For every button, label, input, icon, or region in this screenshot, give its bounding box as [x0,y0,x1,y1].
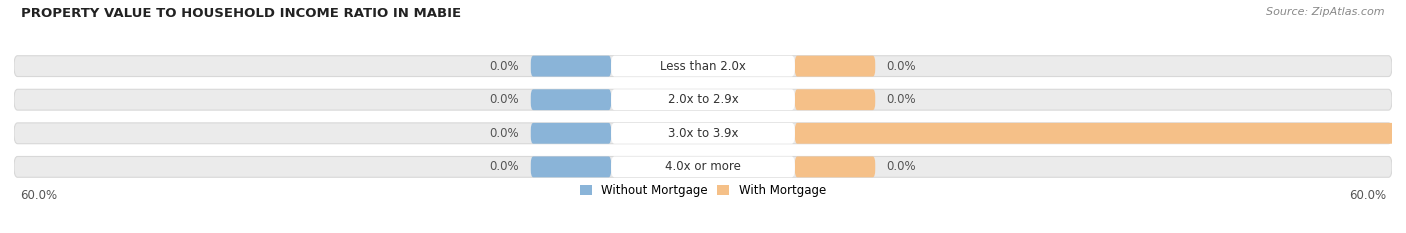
FancyBboxPatch shape [612,157,794,177]
Text: 0.0%: 0.0% [489,93,519,106]
Text: 3.0x to 3.9x: 3.0x to 3.9x [668,127,738,140]
FancyBboxPatch shape [612,89,794,110]
Text: 0.0%: 0.0% [887,60,917,73]
FancyBboxPatch shape [794,89,875,110]
FancyBboxPatch shape [612,56,794,76]
Legend: Without Mortgage, With Mortgage: Without Mortgage, With Mortgage [581,184,825,197]
FancyBboxPatch shape [531,157,612,177]
FancyBboxPatch shape [14,56,1392,76]
FancyBboxPatch shape [531,123,612,144]
Text: 0.0%: 0.0% [887,93,917,106]
Text: 60.0%: 60.0% [20,189,56,202]
FancyBboxPatch shape [14,89,1392,110]
FancyBboxPatch shape [531,89,612,110]
Text: Source: ZipAtlas.com: Source: ZipAtlas.com [1267,7,1385,17]
Text: PROPERTY VALUE TO HOUSEHOLD INCOME RATIO IN MABIE: PROPERTY VALUE TO HOUSEHOLD INCOME RATIO… [21,7,461,20]
Text: Less than 2.0x: Less than 2.0x [659,60,747,73]
Text: 0.0%: 0.0% [489,60,519,73]
FancyBboxPatch shape [14,157,1392,177]
FancyBboxPatch shape [14,123,1392,144]
Text: 4.0x or more: 4.0x or more [665,160,741,173]
FancyBboxPatch shape [794,157,875,177]
Text: 2.0x to 2.9x: 2.0x to 2.9x [668,93,738,106]
FancyBboxPatch shape [794,123,1406,144]
Text: 0.0%: 0.0% [489,160,519,173]
Text: 60.0%: 60.0% [1350,189,1386,202]
Text: 0.0%: 0.0% [887,160,917,173]
FancyBboxPatch shape [531,56,612,76]
FancyBboxPatch shape [612,123,794,144]
FancyBboxPatch shape [794,56,875,76]
Text: 0.0%: 0.0% [489,127,519,140]
